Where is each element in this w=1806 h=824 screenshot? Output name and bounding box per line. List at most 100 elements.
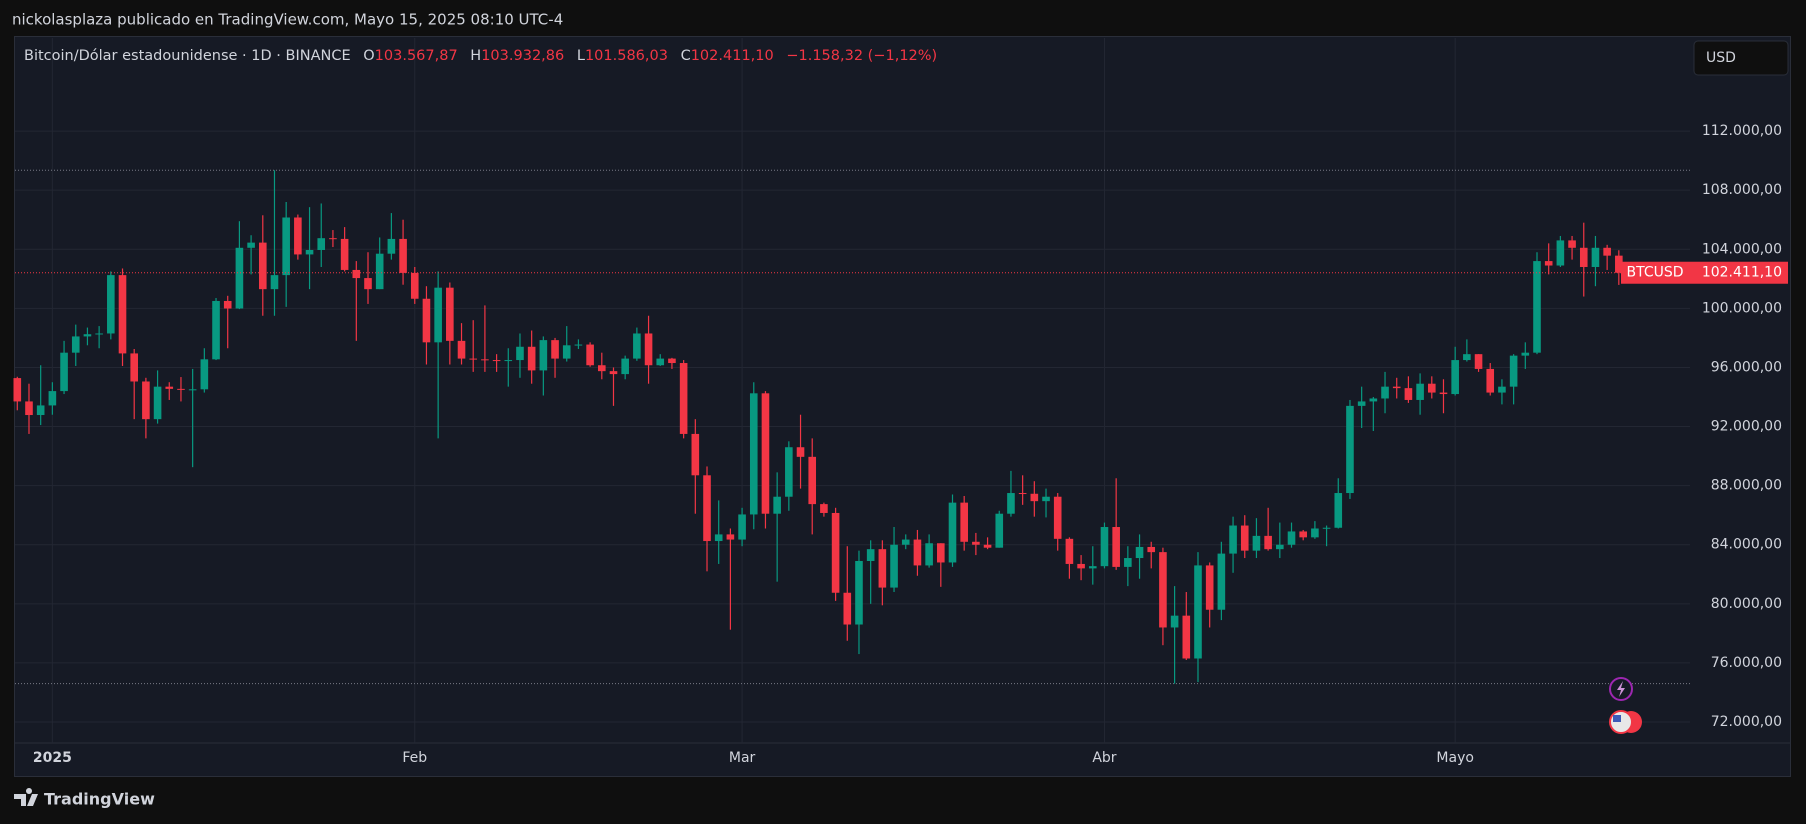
candle-body (1112, 527, 1120, 567)
candle-body (352, 269, 361, 279)
candle-body (1544, 261, 1553, 266)
candle-body (1077, 563, 1085, 569)
candle-body (60, 352, 68, 392)
candle-body (1124, 558, 1132, 567)
candle-body (1264, 535, 1272, 550)
candle-body (1088, 566, 1097, 569)
y-tick-label: 112.000,00 (1702, 123, 1782, 139)
candle-body (1205, 565, 1214, 610)
y-tick-label: 92.000,00 (1711, 419, 1782, 435)
candle-body (1065, 538, 1074, 564)
candle-body (1135, 546, 1144, 559)
candle-body (527, 346, 536, 371)
price-badge-box (1690, 261, 1788, 284)
brand-name: TradingView (44, 790, 155, 809)
symbol-badge: BTCUSD (1626, 265, 1683, 281)
candle-body (668, 358, 676, 364)
candle-body (785, 447, 793, 497)
y-tick-label: 88.000,00 (1711, 478, 1782, 494)
currency-button[interactable]: USD (1693, 40, 1789, 76)
candle-body (48, 391, 57, 406)
y-tick-label: 76.000,00 (1711, 655, 1782, 671)
footer: TradingView (14, 788, 155, 809)
candle-body (492, 360, 501, 362)
candle-body (831, 512, 840, 593)
legend-value: 102.411,10 (691, 48, 774, 64)
legend-key: C (681, 48, 691, 64)
candle-body (1381, 386, 1389, 399)
candle-body (703, 475, 711, 542)
y-tick-label: 80.000,00 (1711, 596, 1782, 612)
candle-body (1521, 352, 1530, 356)
candle-body (1299, 531, 1307, 538)
candle-body (738, 514, 746, 540)
currency-label[interactable]: USD (1706, 50, 1736, 66)
candle-body (282, 217, 290, 276)
candle-body (504, 360, 513, 362)
candle-body (1533, 261, 1541, 353)
legend-symbol: Bitcoin/Dólar estadounidense · 1D · BINA… (24, 48, 351, 64)
candle-body (223, 300, 232, 309)
y-tick-label: 72.000,00 (1711, 714, 1782, 730)
x-tick-label: 2025 (33, 750, 72, 766)
candle-body (890, 544, 898, 588)
candle-body (1369, 398, 1378, 402)
legend-change: −1.158,32 (−1,12%) (786, 48, 937, 64)
candle-body (294, 217, 302, 255)
candle-body (1509, 355, 1518, 387)
candle-body (586, 344, 594, 366)
candle-body (1287, 531, 1296, 545)
candle-body (457, 340, 466, 359)
candle-body (972, 541, 980, 545)
candle-body (691, 433, 700, 476)
candle-body (130, 353, 138, 382)
candle-body (95, 333, 103, 335)
candle-body (1615, 255, 1623, 273)
currency-button-box[interactable] (1693, 40, 1789, 76)
legend-value: 103.932,86 (481, 48, 564, 64)
candle-body (843, 592, 852, 625)
candle-body (1486, 368, 1495, 393)
candle-body (948, 502, 957, 563)
candle-body (71, 336, 80, 353)
candle-body (153, 386, 162, 420)
grid: 72.000,00 76.000,00 80.000,00 84.000,00 88.0… (15, 38, 1782, 766)
candle-body (960, 502, 968, 542)
candle-body (1451, 360, 1459, 395)
candle-body (1334, 493, 1343, 528)
flag-canton (1613, 715, 1621, 722)
candle-body (469, 358, 478, 360)
candle-body (633, 333, 641, 359)
overlay: BTCUSD 102.411,10 (15, 169, 1788, 685)
candle-body (305, 250, 314, 255)
candle-body (598, 365, 606, 372)
y-tick-label: 108.000,00 (1702, 182, 1782, 198)
candle-body (925, 543, 933, 566)
candle-body (796, 447, 805, 457)
candle-body (329, 238, 337, 240)
candle-body (913, 539, 922, 566)
y-tick-label: 96.000,00 (1711, 359, 1782, 375)
candle-body (726, 534, 735, 540)
legend: Bitcoin/Dólar estadounidense · 1D · BINA… (24, 48, 937, 64)
candle-body (1042, 496, 1050, 502)
candle-body (656, 358, 665, 366)
candle-body (258, 242, 267, 290)
x-tick-label: Abr (1092, 750, 1116, 766)
legend-key: L (577, 48, 585, 64)
candle-body (1322, 527, 1331, 529)
candle-body (434, 287, 442, 343)
candle-body (387, 238, 396, 254)
candle-body (375, 253, 384, 290)
candle-body (142, 381, 150, 420)
candle-body (270, 275, 279, 290)
candle-body (410, 272, 419, 299)
candle-body (1591, 247, 1600, 267)
candle-body (995, 513, 1004, 548)
candle-body (1439, 392, 1448, 395)
candle-body (165, 386, 174, 389)
candle-body (107, 275, 115, 334)
candle-body (364, 278, 372, 290)
candle-body (235, 247, 244, 309)
